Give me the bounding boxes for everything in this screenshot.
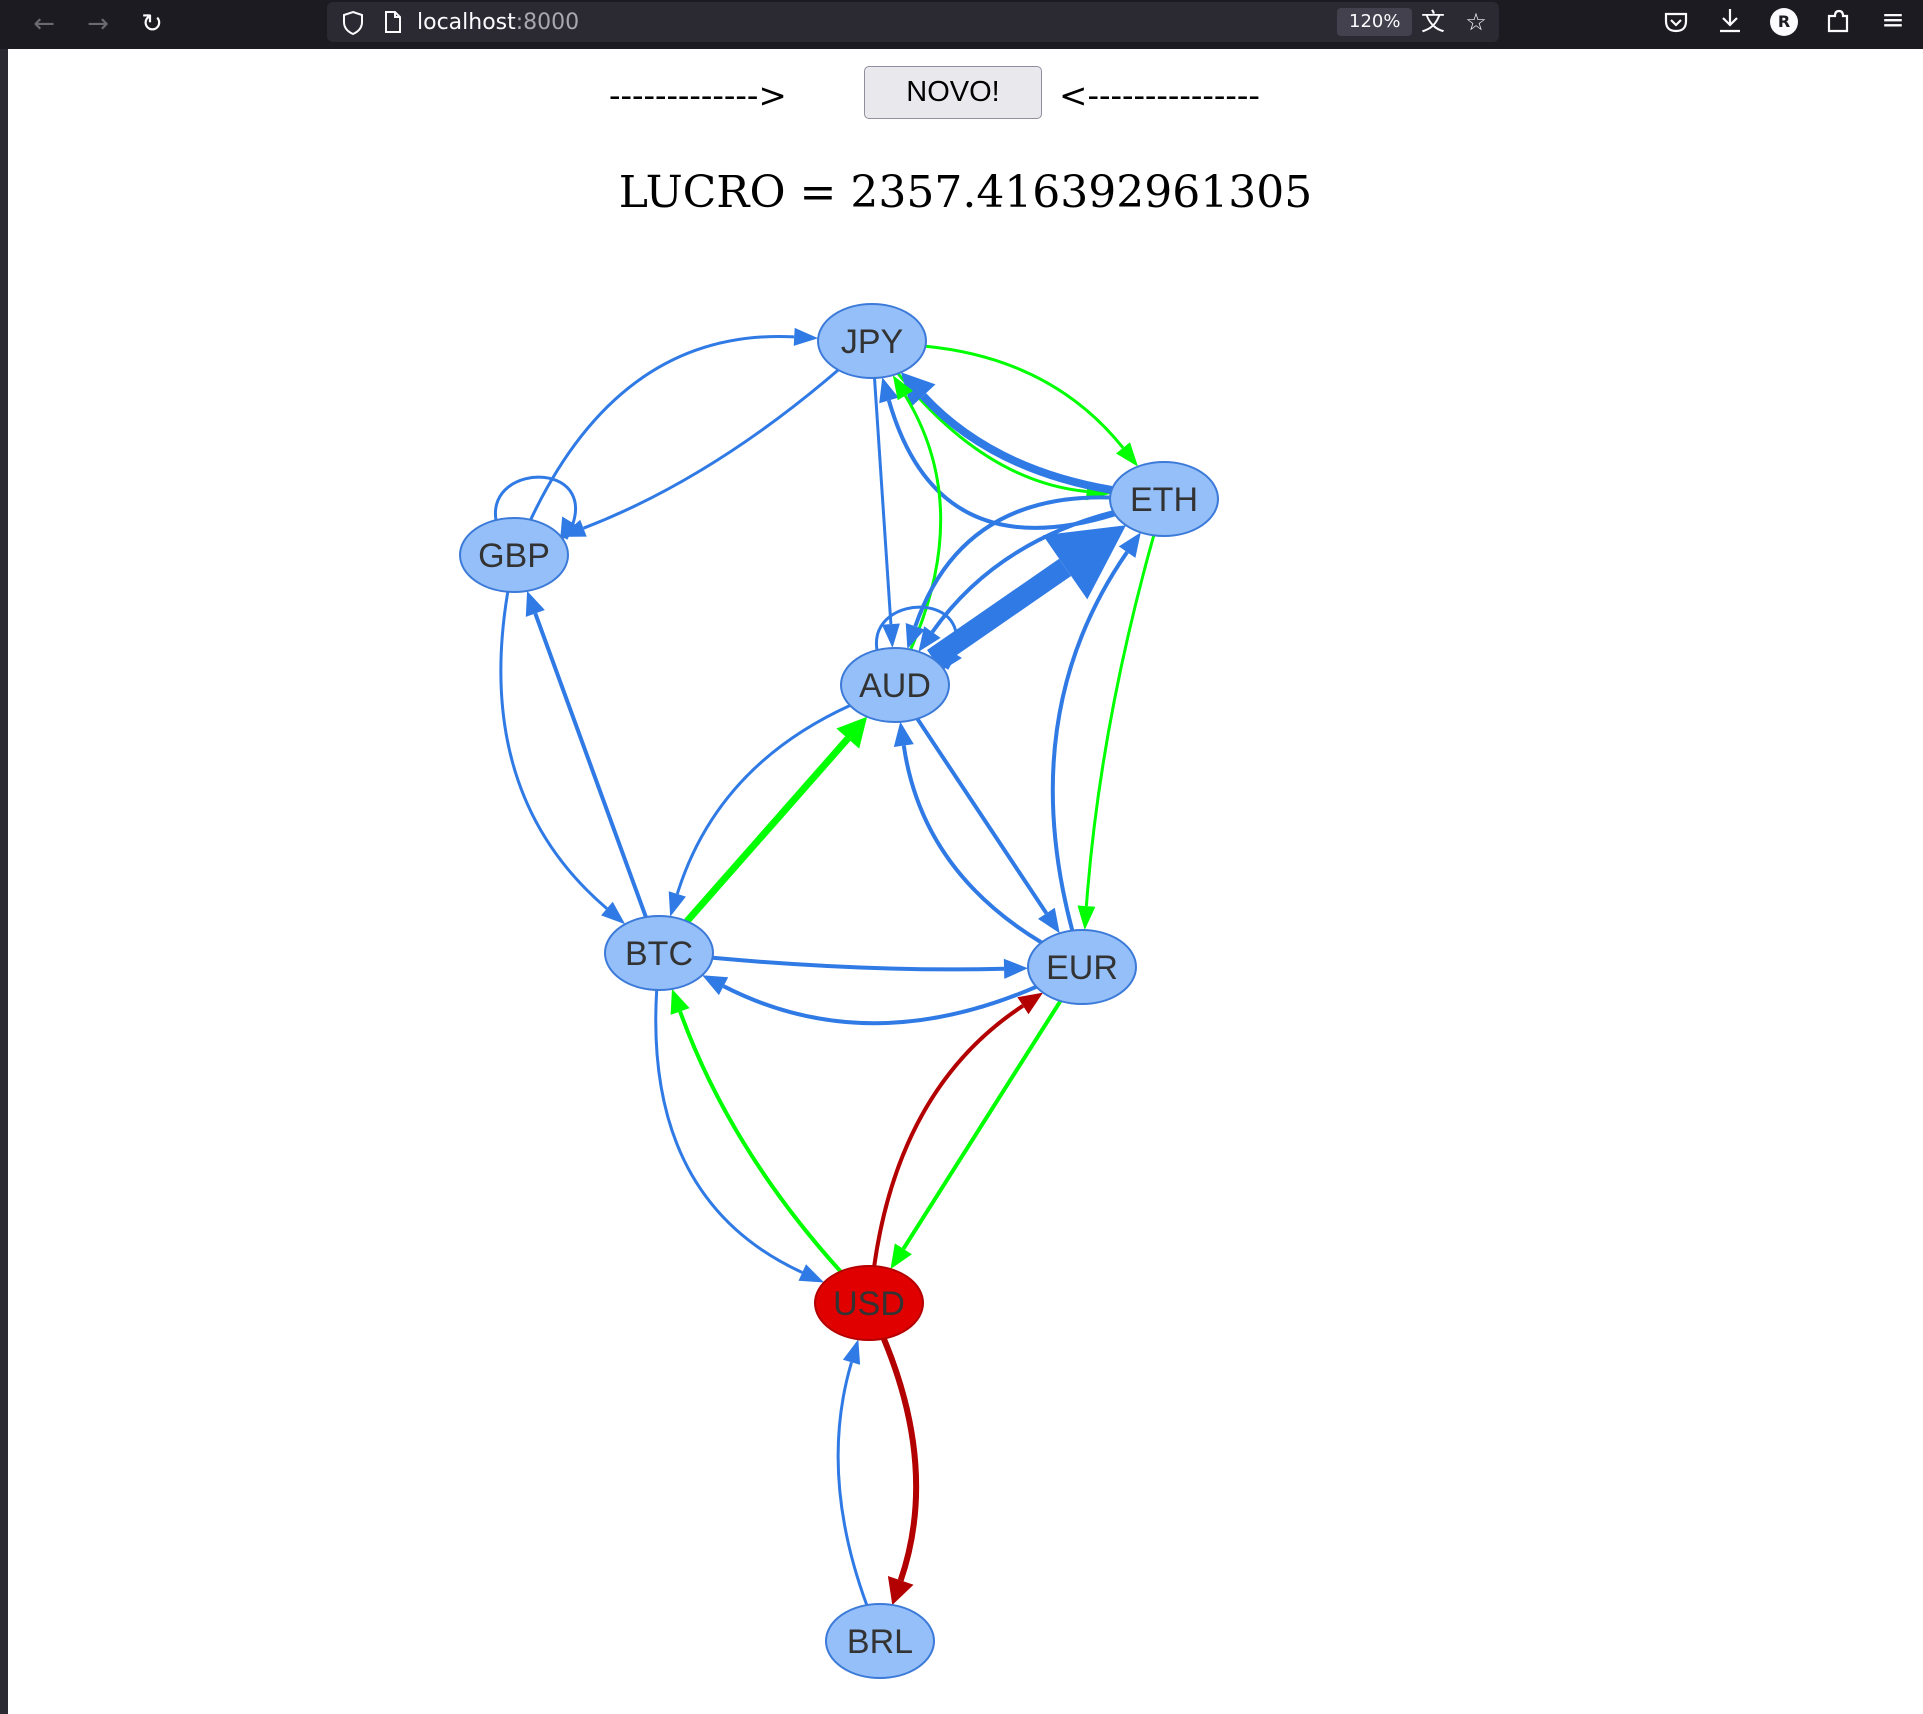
- node-label-gbp: GBP: [478, 537, 550, 575]
- node-label-eur: EUR: [1046, 949, 1118, 987]
- node-usd: USD: [814, 1265, 924, 1341]
- edge-eth-eur: [1077, 534, 1156, 930]
- edge-eur-usd: [890, 999, 1063, 1270]
- currency-graph: JPY ETH GBP AUD BTC EUR USD BRL: [459, 303, 1219, 1679]
- page-content: -------------> NOVO! <--------------- LU…: [8, 49, 1923, 1714]
- node-label-brl: BRL: [847, 1623, 913, 1661]
- edge-jpy-eth: [925, 344, 1138, 467]
- edge-eur-eth: [1050, 532, 1141, 932]
- right-arrow-text: <---------------: [1059, 76, 1260, 116]
- edge-eth-jpy: [901, 372, 1113, 494]
- edge-aud-btc: [668, 704, 851, 917]
- node-label-usd: USD: [833, 1285, 905, 1323]
- shield-icon[interactable]: [341, 10, 365, 36]
- edge-aud-jpy: [892, 375, 943, 651]
- download-icon[interactable]: [1716, 6, 1744, 36]
- page-icon[interactable]: [383, 10, 403, 34]
- node-label-aud: AUD: [859, 667, 931, 705]
- node-eur: EUR: [1027, 929, 1137, 1005]
- edge-gbp-jpy: [529, 327, 819, 521]
- translate-icon[interactable]: 文: [1421, 8, 1445, 36]
- node-brl: BRL: [825, 1603, 935, 1679]
- edge-usd-btc: [670, 988, 843, 1273]
- edge-jpy-aud: [873, 377, 900, 648]
- pocket-icon[interactable]: [1662, 8, 1690, 36]
- node-gbp: GBP: [459, 517, 569, 593]
- node-eth: ETH: [1109, 461, 1219, 537]
- url-port: :8000: [515, 10, 580, 35]
- forward-icon[interactable]: →: [87, 9, 109, 39]
- edge-gbp-btc: [499, 591, 626, 925]
- bookmark-star-icon[interactable]: ☆: [1465, 8, 1487, 36]
- edge-brl-usd: [836, 1339, 869, 1606]
- node-label-eth: ETH: [1130, 481, 1198, 519]
- url-host: localhost: [417, 10, 516, 35]
- browser-toolbar: ← → ↻ localhost:8000 120% 文 ☆ R ≡: [0, 0, 1923, 49]
- edge-btc-eur: [712, 955, 1028, 979]
- url-text[interactable]: localhost:8000: [417, 10, 579, 35]
- node-btc: BTC: [604, 915, 714, 991]
- edge-btc-usd: [654, 989, 825, 1283]
- devtools-edge: [0, 49, 8, 1714]
- edge-eur-aud: [893, 721, 1043, 945]
- edge-btc-aud: [684, 716, 868, 924]
- account-icon[interactable]: R: [1770, 8, 1798, 36]
- node-jpy: JPY: [817, 303, 927, 379]
- extensions-icon[interactable]: [1824, 6, 1852, 36]
- edge-usd-eur: [872, 992, 1043, 1267]
- menu-icon[interactable]: ≡: [1881, 3, 1905, 36]
- edge-eur-btc: [702, 975, 1038, 1026]
- edge-gbp-gbp: [494, 475, 581, 541]
- edge-aud-eur: [915, 717, 1060, 934]
- top-row: -------------> NOVO! <---------------: [8, 66, 1923, 122]
- url-bar[interactable]: localhost:8000 120% 文 ☆: [327, 2, 1499, 42]
- edge-eth-aud: [905, 495, 1111, 649]
- left-arrow-text: ------------->: [609, 76, 787, 116]
- edge-aud-aud: [875, 605, 962, 671]
- zoom-level[interactable]: 120%: [1337, 8, 1413, 36]
- node-label-jpy: JPY: [841, 323, 903, 361]
- edge-btc-gbp: [525, 590, 648, 918]
- novo-button[interactable]: NOVO!: [864, 66, 1042, 119]
- reload-icon[interactable]: ↻: [141, 9, 163, 39]
- edge-eth-aud: [918, 510, 1115, 652]
- node-label-btc: BTC: [625, 935, 693, 973]
- edge-aud-eth: [927, 525, 1126, 668]
- edge-jpy-gbp: [561, 368, 840, 537]
- node-aud: AUD: [840, 647, 950, 723]
- edge-usd-brl: [881, 1337, 920, 1605]
- node-layer: JPY ETH GBP AUD BTC EUR USD BRL: [459, 303, 1219, 1679]
- profit-label: LUCRO = 2357.416392961305: [618, 167, 1313, 218]
- edge-layer: [494, 327, 1156, 1606]
- back-icon[interactable]: ←: [33, 9, 55, 39]
